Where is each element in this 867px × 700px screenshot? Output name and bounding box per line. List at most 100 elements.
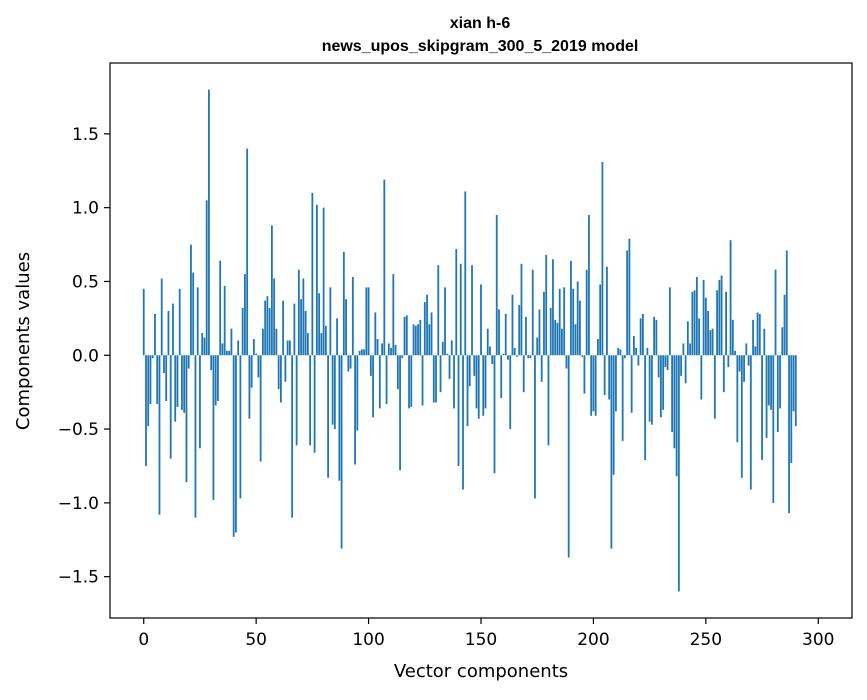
bar [590,355,593,416]
bar [219,260,222,356]
bar [167,310,170,356]
bar [781,327,784,356]
bar [671,355,674,433]
bar [731,319,734,356]
bar [574,324,577,356]
bar [147,355,150,427]
bar [653,316,656,356]
bar [655,319,658,356]
bar [745,343,748,356]
bar [279,355,282,403]
bar [765,355,768,438]
bar [300,299,303,356]
y-axis-label: Components values [13,252,34,430]
bar [466,355,469,427]
bar [754,346,757,356]
bar [639,318,642,356]
bar [331,355,334,425]
y-tick-label: −1.0 [58,494,99,514]
bar [518,305,521,356]
bar [612,355,615,475]
bar [516,355,518,357]
bar [725,291,727,356]
bar [172,303,174,356]
bar [235,355,237,533]
y-tick-label: 1.0 [72,199,99,219]
bar [522,355,525,393]
bar [282,300,285,356]
bar [394,344,397,356]
bar [624,355,626,359]
bar [255,353,258,356]
bar [774,269,777,356]
bar [338,355,341,481]
bar [309,355,312,446]
bar [543,291,545,356]
bar [570,260,572,356]
bar [145,355,147,466]
bar [257,355,260,378]
bar [641,313,644,356]
bar [239,355,242,499]
bar [761,355,763,461]
bar [410,355,413,407]
bar [644,355,647,461]
bar [738,355,741,372]
bar [275,328,278,356]
bar [336,318,338,356]
x-tick-label: 150 [465,630,497,650]
bar [534,355,536,499]
bar [369,355,372,376]
bar [365,287,368,356]
bar [390,347,392,356]
bar [729,240,732,356]
bar [248,355,251,419]
bar [489,346,491,356]
bar [552,259,554,356]
bar [462,355,464,490]
bar [403,316,406,356]
bar [253,339,255,356]
bar [149,355,152,404]
bar [716,290,718,356]
bar [428,324,431,356]
bar [545,254,548,356]
bar [588,215,590,356]
bar [315,204,318,356]
bar [693,290,696,356]
bar [327,355,329,478]
bar [770,355,772,410]
bar [507,355,509,360]
x-tick-label: 50 [245,630,267,650]
bar [223,285,226,356]
bar [450,340,453,356]
bar [270,225,273,356]
bar [160,278,163,356]
bar [720,275,723,356]
bar [608,355,611,400]
bar [176,355,179,407]
bar [788,355,790,514]
bar [455,248,458,356]
bar [722,355,725,393]
bar [378,355,381,409]
bar [529,355,532,359]
bar [201,333,204,356]
bar [295,355,298,446]
bar [606,266,608,356]
bar [783,294,786,356]
bar [432,355,435,403]
bar [329,287,332,356]
bar [318,293,321,356]
bar [491,355,494,365]
bar [673,355,676,449]
bar [758,313,761,356]
bar [637,355,640,366]
y-axis-ticks: −1.5 −1.0 −0.5 0.0 0.5 1.0 1.5 [58,125,110,588]
bar [430,312,433,356]
bar [675,355,678,477]
bar [711,328,714,356]
bar [509,355,512,430]
bar [657,355,660,378]
